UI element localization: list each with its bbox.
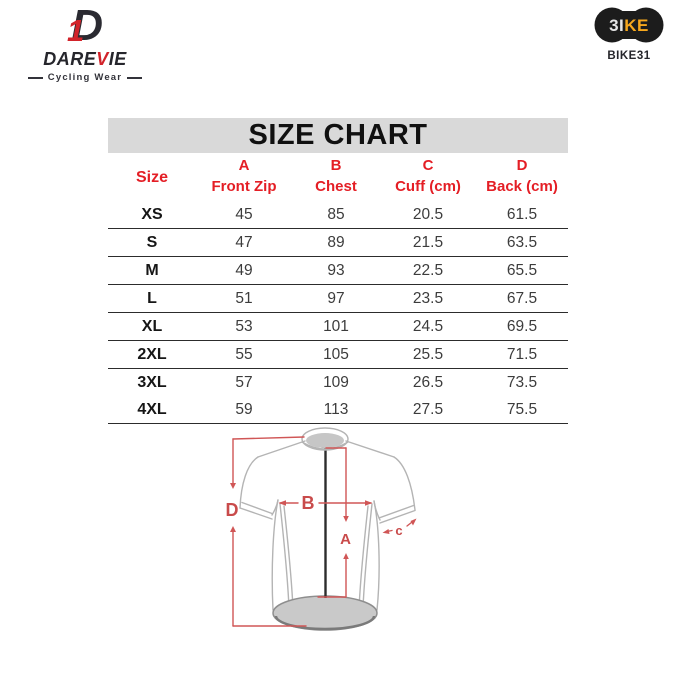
chest-value: 105 (323, 345, 349, 363)
size-label: S (146, 233, 158, 251)
size-label: 2XL (137, 345, 167, 363)
chest-value: 85 (327, 205, 345, 223)
jersey-measurement-diagram: D B A c (226, 427, 417, 631)
zipper-line (321, 443, 330, 598)
size-label: L (147, 289, 157, 307)
darevie-wordmark-dare: DARE (43, 49, 97, 69)
dimension-label-c: c (395, 523, 402, 538)
size-chart-header: Size A Front Zip B Chest C Cuff (cm) D B… (108, 155, 568, 201)
table-row: 4XL 59 113 27.5 75.5 (108, 396, 568, 424)
dimension-label-b: B (302, 493, 315, 513)
chest-value: 109 (323, 373, 349, 391)
table-row: XS 45 85 20.5 61.5 (108, 201, 568, 229)
front-zip-value: 45 (235, 205, 253, 223)
column-name-back: Back (cm) (486, 178, 558, 195)
table-row: 2XL 55 105 25.5 71.5 (108, 341, 568, 369)
cuff-value: 20.5 (412, 205, 444, 223)
darevie-logo: 1 D DAREVIE Cycling Wear (20, 2, 150, 83)
darevie-wordmark: DAREVIE (20, 49, 150, 70)
back-value: 61.5 (506, 205, 538, 223)
column-letter-c: C (422, 157, 434, 174)
table-row: S 47 89 21.5 63.5 (108, 229, 568, 257)
tagline-dash-left (27, 76, 43, 79)
cuff-value: 21.5 (412, 233, 444, 251)
column-header-front-zip: A Front Zip (196, 155, 292, 201)
dimension-lines (232, 436, 415, 627)
front-zip-value: 47 (235, 233, 253, 251)
dimension-label-a: A (340, 531, 351, 548)
darevie-wordmark-ie: IE (108, 49, 127, 69)
darevie-tagline-text: Cycling Wear (47, 72, 123, 83)
front-zip-value: 59 (235, 400, 253, 418)
column-name-cuff: Cuff (cm) (395, 178, 461, 195)
column-name-chest: Chest (315, 178, 357, 195)
dimension-arrowheads (230, 483, 417, 559)
back-value: 63.5 (506, 233, 538, 251)
darevie-tagline: Cycling Wear (20, 72, 150, 83)
bike31-logo-right: KE (624, 16, 649, 35)
cuff-value: 25.5 (412, 345, 444, 363)
darevie-d-mark-icon: 1 D (20, 2, 150, 48)
size-chart-table: XS 45 85 20.5 61.5 S 47 89 21.5 63.5 M 4… (108, 201, 568, 424)
size-chart-title: SIZE CHART (108, 118, 568, 153)
chest-value: 113 (323, 400, 349, 418)
back-value: 71.5 (506, 345, 538, 363)
size-label: XS (141, 205, 163, 223)
table-row: L 51 97 23.5 67.5 (108, 285, 568, 313)
chest-value: 93 (327, 261, 345, 279)
cuff-value: 23.5 (412, 289, 444, 307)
table-row: XL 53 101 24.5 69.5 (108, 313, 568, 341)
darevie-wordmark-v: V (96, 49, 109, 69)
dimension-label-d: D (226, 500, 239, 520)
front-zip-value: 49 (235, 261, 253, 279)
bike31-logo: 3IKE BIKE31 (592, 6, 666, 62)
chest-value: 101 (323, 317, 349, 335)
chest-value: 97 (327, 289, 345, 307)
back-value: 75.5 (506, 400, 538, 418)
column-letter-a: A (238, 157, 250, 174)
cuff-value: 22.5 (412, 261, 444, 279)
back-value: 67.5 (506, 289, 538, 307)
darevie-mark-one: 1 (66, 13, 85, 48)
jersey-collar (301, 427, 349, 451)
column-header-chest: B Chest (292, 155, 380, 201)
jersey-hem (272, 595, 378, 631)
cuff-value: 27.5 (412, 400, 444, 418)
size-label: XL (141, 317, 163, 335)
column-name-front-zip: Front Zip (211, 178, 277, 195)
back-value: 69.5 (506, 317, 538, 335)
column-letter-d: D (516, 157, 528, 174)
svg-text:3IKE: 3IKE (609, 16, 649, 35)
front-zip-value: 57 (235, 373, 253, 391)
column-header-back: D Back (cm) (476, 155, 568, 201)
cuff-value: 26.5 (412, 373, 444, 391)
jersey-outline (239, 440, 416, 611)
column-header-cuff: C Cuff (cm) (380, 155, 476, 201)
bike31-logo-left: 3I (609, 16, 624, 35)
chest-value: 89 (327, 233, 345, 251)
tagline-dash-right (127, 76, 143, 79)
front-zip-value: 51 (235, 289, 253, 307)
table-row: M 49 93 22.5 65.5 (108, 257, 568, 285)
back-value: 73.5 (506, 373, 538, 391)
back-value: 65.5 (506, 261, 538, 279)
front-zip-value: 55 (235, 345, 253, 363)
size-label: M (145, 261, 159, 279)
darevie-mark-d: D (71, 1, 104, 50)
table-row: 3XL 57 109 26.5 73.5 (108, 369, 568, 396)
front-zip-value: 53 (235, 317, 253, 335)
bike31-badge-icon: 3IKE (594, 7, 664, 43)
cuff-value: 24.5 (412, 317, 444, 335)
bike31-caption: BIKE31 (607, 50, 651, 62)
column-header-size: Size (135, 169, 168, 186)
column-letter-b: B (330, 157, 342, 174)
size-label: 3XL (137, 373, 167, 391)
size-label: 4XL (137, 400, 167, 418)
